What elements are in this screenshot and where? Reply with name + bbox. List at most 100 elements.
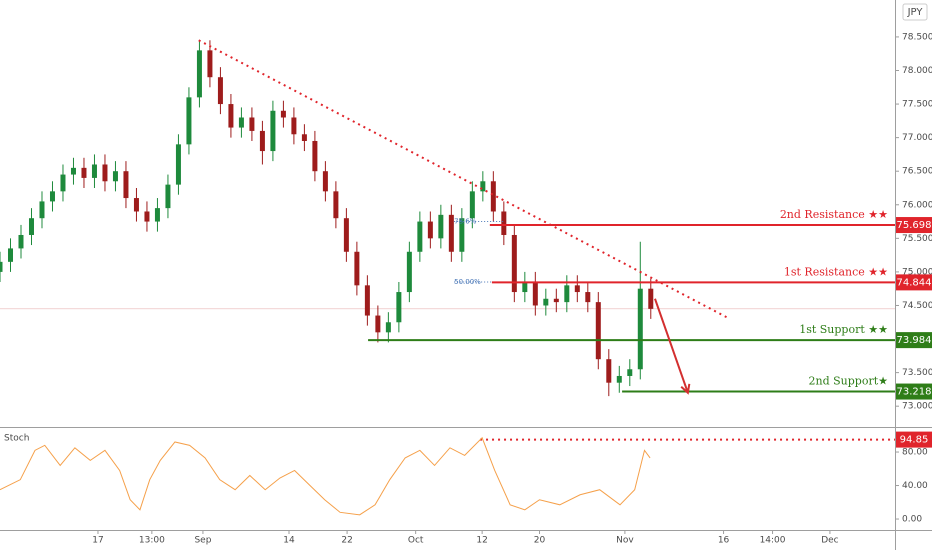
currency-box	[902, 3, 928, 21]
indicator-tick-label: 0.00	[902, 515, 922, 525]
candle-body	[175, 144, 181, 185]
candle-body	[249, 117, 255, 131]
price-box-label: 73.984	[897, 335, 932, 346]
candle-body	[0, 261, 3, 272]
candle-body	[112, 171, 118, 182]
x-tick-label: 16	[718, 536, 730, 546]
currency-label: JPY	[907, 7, 924, 18]
indicator-tick-label: 80.00	[902, 448, 928, 458]
indicator-level-label: 94.85	[900, 435, 929, 446]
candle-body	[144, 211, 150, 222]
candle-body	[490, 181, 496, 212]
y-tick-label: 74.500	[902, 301, 932, 311]
candle-body	[333, 191, 339, 219]
candle-body	[154, 208, 160, 222]
candle-body	[102, 164, 108, 182]
candle-body	[354, 251, 360, 286]
trendline	[198, 39, 731, 320]
x-tick-label: Dec	[821, 536, 838, 546]
candle-body	[70, 167, 76, 175]
candle-body	[270, 110, 276, 152]
candle-body	[39, 201, 45, 219]
x-tick-label: 17	[92, 536, 103, 546]
x-tick-label: Nov	[616, 536, 634, 546]
candle-body	[312, 140, 318, 172]
candle-body	[574, 285, 580, 293]
candle-body	[406, 251, 412, 293]
indicator-tick-label: 40.00	[902, 481, 928, 491]
candle-body	[543, 298, 549, 306]
candle-body	[343, 218, 349, 252]
x-tick-label: 13:00	[139, 536, 165, 546]
arrow	[654, 298, 689, 394]
candle-body	[123, 171, 129, 199]
candle-body	[427, 221, 433, 239]
candle-body	[291, 117, 297, 135]
candle-body	[228, 104, 234, 128]
y-tick-label: 73.500	[902, 368, 932, 378]
price-box-label: 75.698	[897, 220, 932, 231]
candle-body	[217, 77, 223, 105]
candle-body	[60, 174, 66, 192]
candle-body	[637, 288, 643, 370]
candle-body	[207, 50, 213, 78]
x-tick-label: 14:00	[760, 536, 786, 546]
candle-body	[18, 234, 24, 249]
candle-body	[417, 221, 423, 252]
candle-body	[91, 164, 97, 178]
y-tick-label: 76.000	[902, 200, 932, 210]
candle-body	[49, 191, 55, 202]
y-tick-label: 77.000	[902, 133, 932, 143]
y-tick-label: 77.500	[902, 100, 932, 110]
candle-body	[522, 281, 528, 293]
candle-body	[532, 281, 538, 306]
y-tick-label: 78.500	[902, 32, 932, 42]
x-tick-label: 12	[476, 536, 487, 546]
candle-body	[375, 315, 381, 333]
candle-body	[648, 288, 654, 309]
candle-body	[469, 191, 475, 219]
candle-body	[564, 285, 570, 303]
price-box	[896, 274, 932, 291]
candle-body	[322, 171, 328, 192]
y-tick-label: 78.000	[902, 66, 932, 76]
y-tick-label: 75.500	[902, 234, 932, 244]
x-tick-label: Sep	[194, 536, 211, 546]
indicator-name: Stoch	[4, 434, 29, 444]
level-label: 1st Support ★★	[799, 323, 888, 336]
candle-body	[165, 184, 171, 209]
candle-body	[606, 359, 612, 383]
candle-body	[133, 198, 139, 212]
candle-body	[196, 50, 202, 98]
y-tick-label: 73.000	[902, 402, 932, 412]
candle-body	[280, 110, 286, 118]
indicator-line	[0, 436, 651, 516]
candle-body	[448, 214, 454, 252]
candle-body	[501, 211, 507, 235]
arrow-head	[680, 383, 691, 395]
candle-body	[186, 97, 192, 145]
candle-body	[438, 214, 444, 239]
candle-body	[7, 248, 13, 262]
candle-body	[28, 218, 34, 235]
candle-body	[616, 375, 622, 383]
candle-body	[511, 234, 517, 293]
candle-body	[595, 302, 601, 360]
candle-body	[238, 117, 244, 128]
candle-body	[81, 167, 87, 178]
candle-body	[553, 298, 559, 303]
candle-body	[396, 292, 402, 323]
candle-body	[627, 369, 633, 376]
price-box-label: 74.844	[897, 277, 932, 288]
fib-label: 50.00%	[454, 278, 481, 286]
x-tick-label: 22	[341, 536, 352, 546]
price-box	[896, 217, 932, 234]
candle-body	[301, 134, 307, 141]
fib-label: 78.6%	[454, 218, 477, 226]
y-tick-label: 75.000	[902, 267, 932, 277]
x-tick-label: Oct	[408, 536, 424, 546]
candle-body	[585, 292, 591, 303]
level-label: 2nd Resistance ★★	[780, 208, 888, 221]
level-label: 2nd Support★	[809, 375, 889, 388]
